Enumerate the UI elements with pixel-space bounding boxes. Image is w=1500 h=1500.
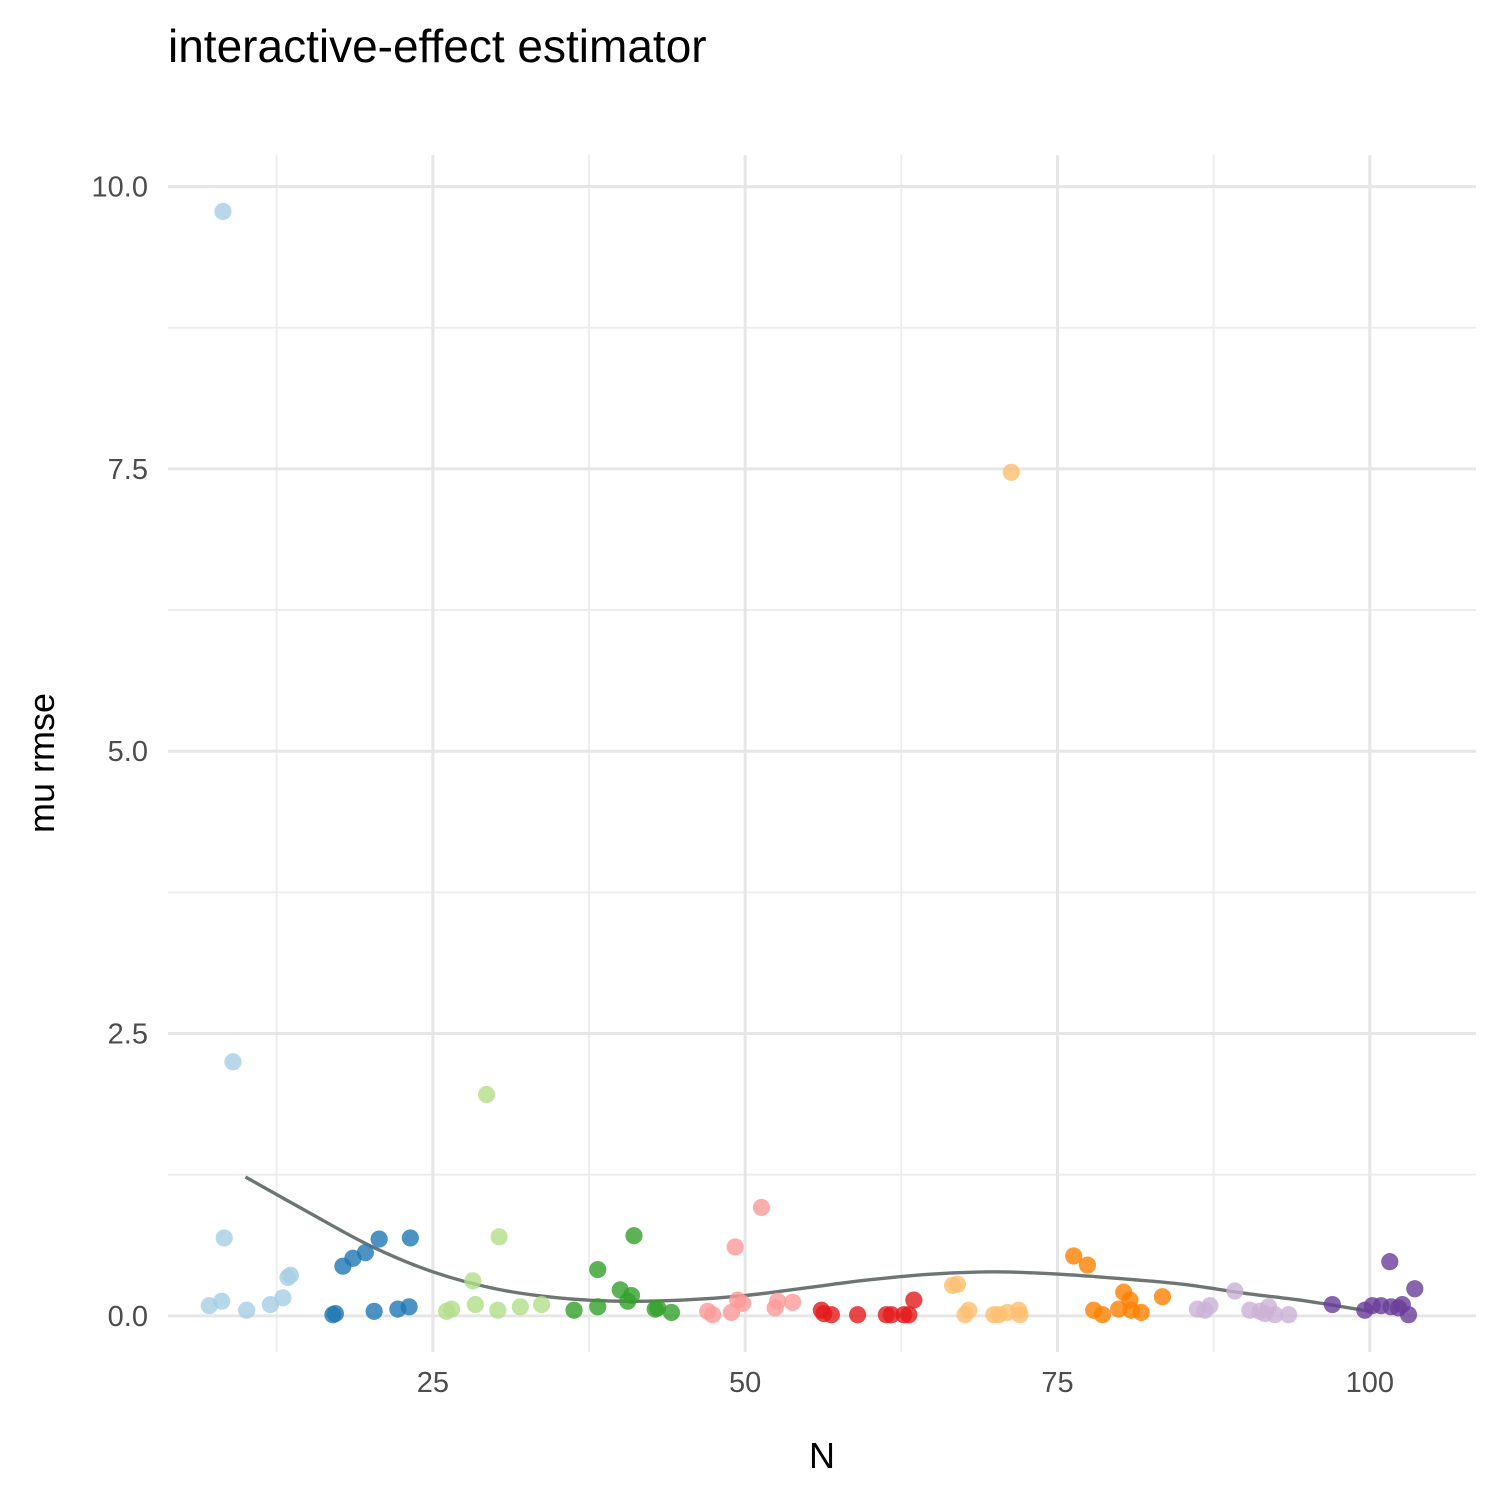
scatter-point bbox=[726, 1238, 744, 1256]
scatter-point bbox=[1280, 1306, 1298, 1324]
chart-title: interactive-effect estimator bbox=[168, 20, 707, 72]
scatter-point bbox=[900, 1306, 918, 1324]
scatter-point bbox=[1011, 1306, 1029, 1324]
scatter-point bbox=[752, 1198, 771, 1217]
smooth-trend-line bbox=[244, 1175, 1371, 1314]
scatter-point bbox=[1323, 1295, 1341, 1314]
scatter-point bbox=[1002, 463, 1020, 481]
scatter-point bbox=[401, 1229, 419, 1247]
scatter-point bbox=[466, 1295, 484, 1314]
y-tick-label: 10.0 bbox=[92, 172, 148, 204]
smooth-line-path bbox=[244, 1175, 1371, 1314]
scatter-point bbox=[215, 1229, 233, 1247]
y-tick-label: 7.5 bbox=[108, 454, 148, 486]
scatter-point bbox=[442, 1300, 461, 1318]
scatter-point bbox=[565, 1301, 583, 1319]
axis-ticks: 25 50 75 100 0.0 2.5 5.0 7.5 10.0 bbox=[92, 172, 1394, 1399]
scatter-point bbox=[822, 1306, 840, 1324]
scatter-point bbox=[948, 1275, 967, 1293]
scatter-point bbox=[662, 1303, 681, 1322]
y-tick-label: 0.0 bbox=[108, 1301, 148, 1333]
scatter-point bbox=[213, 1292, 231, 1310]
scatter-point bbox=[1201, 1297, 1219, 1315]
scatter-point bbox=[1132, 1303, 1150, 1322]
scatter-point bbox=[490, 1228, 508, 1246]
scatter-point bbox=[370, 1230, 388, 1248]
scatter-point bbox=[784, 1293, 802, 1311]
scatter-point bbox=[326, 1305, 345, 1323]
data-points bbox=[200, 202, 1424, 1324]
scatter-point bbox=[477, 1085, 496, 1104]
scatter-point bbox=[625, 1227, 643, 1245]
scatter-point bbox=[734, 1294, 752, 1313]
y-tick-label: 5.0 bbox=[108, 736, 148, 768]
scatter-point bbox=[1226, 1282, 1244, 1300]
scatter-point bbox=[1406, 1280, 1424, 1298]
y-axis-label: mu rmse bbox=[21, 693, 62, 833]
x-tick-label: 100 bbox=[1346, 1367, 1394, 1399]
scatter-point bbox=[400, 1298, 418, 1316]
x-axis-label: N bbox=[809, 1435, 835, 1476]
scatter-point bbox=[464, 1272, 482, 1290]
scatter-point bbox=[281, 1266, 300, 1284]
x-tick-label: 50 bbox=[729, 1367, 761, 1399]
x-tick-label: 25 bbox=[417, 1367, 449, 1399]
scatter-point bbox=[849, 1306, 867, 1324]
scatter-point bbox=[1266, 1306, 1284, 1324]
scatter-point bbox=[589, 1298, 607, 1316]
gridlines bbox=[168, 155, 1476, 1352]
scatter-point bbox=[960, 1301, 978, 1319]
scatter-point bbox=[365, 1302, 383, 1320]
scatter-point bbox=[1065, 1247, 1083, 1265]
scatter-point bbox=[589, 1260, 607, 1279]
scatter-point bbox=[1399, 1306, 1418, 1324]
scatter-point bbox=[1078, 1256, 1097, 1274]
scatter-point bbox=[1093, 1306, 1112, 1324]
scatter-point bbox=[769, 1292, 787, 1310]
scatter-point bbox=[622, 1286, 641, 1305]
scatter-point bbox=[224, 1053, 242, 1071]
scatter-point bbox=[356, 1244, 374, 1262]
scatter-point bbox=[214, 202, 232, 221]
scatter-point bbox=[1381, 1253, 1399, 1271]
scatter-point bbox=[882, 1306, 900, 1324]
scatter-point bbox=[905, 1291, 923, 1309]
scatter-point bbox=[238, 1301, 256, 1319]
scatter-point bbox=[489, 1301, 507, 1319]
scatter-point bbox=[532, 1295, 551, 1314]
scatter-point bbox=[649, 1299, 667, 1317]
scatter-point bbox=[1153, 1288, 1172, 1306]
x-tick-label: 75 bbox=[1041, 1367, 1073, 1399]
y-tick-label: 2.5 bbox=[108, 1019, 148, 1051]
scatter-point bbox=[511, 1298, 529, 1316]
scatter-point bbox=[704, 1306, 722, 1324]
scatter-point bbox=[274, 1289, 292, 1307]
